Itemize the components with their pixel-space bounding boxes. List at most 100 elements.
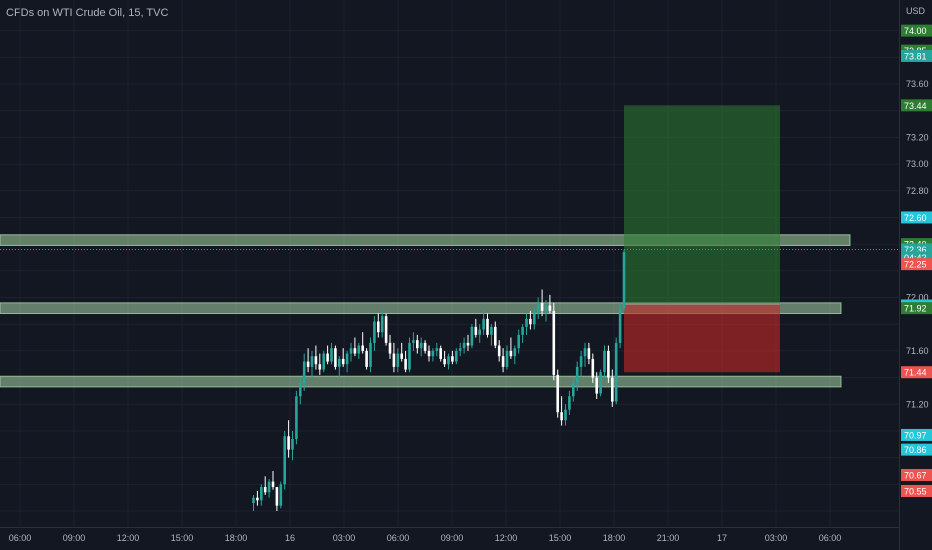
candle xyxy=(353,337,357,357)
candle-body xyxy=(256,497,259,501)
candle xyxy=(369,337,372,373)
price-label-text: 74.00 xyxy=(904,26,927,36)
candle-body xyxy=(568,396,571,410)
price-label: 70.55 xyxy=(901,484,932,497)
candle-body xyxy=(252,497,255,503)
candle xyxy=(377,313,380,338)
candle-body xyxy=(509,350,513,357)
time-tick-label: 15:00 xyxy=(549,533,572,543)
candle xyxy=(392,342,396,373)
candle xyxy=(349,342,353,362)
time-tick-label: 09:00 xyxy=(63,533,86,543)
candle-body xyxy=(552,310,556,375)
candle xyxy=(431,348,435,362)
candle-body xyxy=(564,409,567,421)
price-tick-label: 72.00 xyxy=(906,293,929,303)
candle xyxy=(540,289,544,317)
candle xyxy=(338,356,341,378)
candle-body xyxy=(533,313,536,325)
price-tick-label: 72.80 xyxy=(906,186,929,196)
candle xyxy=(552,302,556,381)
candle-body xyxy=(318,364,322,370)
candle-body xyxy=(599,372,602,394)
candle xyxy=(455,348,458,365)
candle xyxy=(400,342,403,362)
candle-body xyxy=(494,326,497,346)
candle xyxy=(548,294,552,314)
time-tick-label: 21:00 xyxy=(657,533,680,543)
time-axis: 06:00 09:00 12:00 15:00 18:00 16 03:00 06:00 09:… xyxy=(9,533,842,543)
candle-body xyxy=(603,350,606,373)
price-label: 70.67 xyxy=(901,468,932,481)
candle xyxy=(509,337,513,359)
price-label-bg xyxy=(901,24,932,37)
candle xyxy=(447,353,450,370)
time-tick-label: 06:00 xyxy=(387,533,410,543)
candle-body xyxy=(295,396,298,439)
candle-body xyxy=(369,342,372,367)
price-label-text: 04:42 xyxy=(904,253,927,263)
time-tick-label: 09:00 xyxy=(441,533,464,543)
candle xyxy=(275,486,279,511)
candle xyxy=(322,350,325,373)
price-label: 70.86 xyxy=(901,443,932,456)
time-tick-label: 03:00 xyxy=(333,533,356,543)
candle xyxy=(607,345,610,383)
candle-body xyxy=(474,326,478,335)
candle-body xyxy=(525,318,528,327)
candle xyxy=(490,324,493,346)
time-tick-label: 18:00 xyxy=(603,533,626,543)
time-tick-label: 03:00 xyxy=(765,533,788,543)
candle xyxy=(435,342,439,357)
price-label-bg xyxy=(901,366,932,379)
candle xyxy=(599,369,602,397)
candle xyxy=(287,420,290,458)
price-label-text: 70.86 xyxy=(904,445,927,455)
price-label-text: 73.44 xyxy=(904,101,927,111)
price-tick-label: 71.60 xyxy=(906,346,929,356)
candle-body xyxy=(490,326,493,335)
candle xyxy=(279,481,283,509)
candle-body xyxy=(345,353,349,365)
candle-body xyxy=(572,382,575,397)
candle xyxy=(419,337,423,357)
price-label-text: 70.55 xyxy=(904,486,927,496)
candle-body xyxy=(575,366,579,383)
candle xyxy=(263,476,267,495)
candle-body xyxy=(447,356,450,365)
candle-body xyxy=(260,486,263,501)
candle-body xyxy=(392,353,396,367)
candle xyxy=(466,334,470,351)
candle-body xyxy=(334,348,337,367)
candle xyxy=(618,302,622,349)
candle xyxy=(505,345,509,370)
supply-demand-zone xyxy=(0,375,842,388)
candle xyxy=(345,350,349,373)
candle-body xyxy=(283,436,286,485)
candle-body xyxy=(338,358,341,367)
price-label: 71.92 xyxy=(901,302,932,315)
candle-body xyxy=(497,345,501,357)
candle xyxy=(587,342,591,365)
candle-body xyxy=(548,305,552,311)
candle xyxy=(423,340,427,354)
candle xyxy=(443,350,446,367)
candle-body xyxy=(583,348,587,357)
candle-body xyxy=(587,348,591,359)
candle xyxy=(497,340,501,362)
price-label: 70.97 xyxy=(901,428,932,441)
candle-body xyxy=(314,356,318,365)
candle xyxy=(388,334,392,359)
candle xyxy=(306,348,310,373)
price-label-bg xyxy=(901,302,932,315)
candle xyxy=(295,390,298,445)
currency-label: USD xyxy=(906,6,926,16)
candle xyxy=(533,308,536,330)
stop-zone xyxy=(624,304,780,373)
candle xyxy=(326,345,329,365)
candle-body xyxy=(267,481,271,493)
candle-body xyxy=(377,321,380,333)
candle xyxy=(486,313,489,338)
